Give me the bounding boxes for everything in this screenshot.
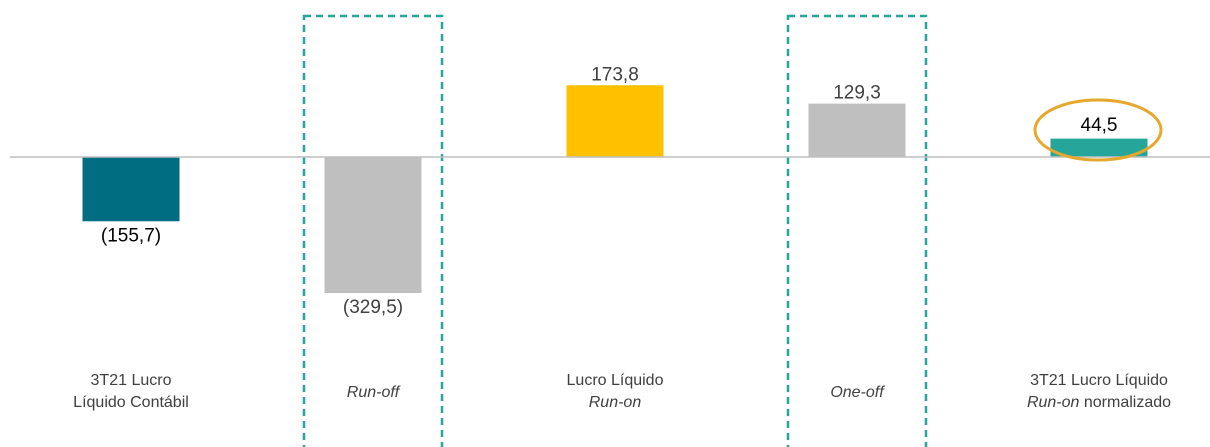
bar-0 bbox=[82, 157, 180, 222]
category-label-4: 3T21 Lucro Líquido Run-on normalizado bbox=[1026, 372, 1172, 411]
data-label-0: (155,7) bbox=[101, 225, 161, 246]
data-label-3: 129,3 bbox=[833, 83, 881, 104]
bar-4 bbox=[1050, 138, 1148, 157]
bar-2 bbox=[566, 85, 664, 157]
category-label-0: 3T21 Lucro Líquido Contábil bbox=[73, 372, 189, 411]
category-label-3: One-off bbox=[830, 384, 884, 401]
data-label-2: 173,8 bbox=[591, 64, 639, 85]
category-label-2: Lucro Líquido Run-on bbox=[566, 372, 664, 411]
highlight-box-3 bbox=[786, 14, 928, 447]
data-label-1: (329,5) bbox=[343, 297, 403, 318]
data-label-4: 44,5 bbox=[1081, 115, 1118, 136]
category-label-1: Run-off bbox=[346, 384, 400, 401]
bar-3 bbox=[808, 103, 906, 157]
bar-1 bbox=[324, 157, 422, 294]
highlight-box-1 bbox=[302, 14, 444, 447]
highlight-ellipse bbox=[1033, 98, 1163, 162]
